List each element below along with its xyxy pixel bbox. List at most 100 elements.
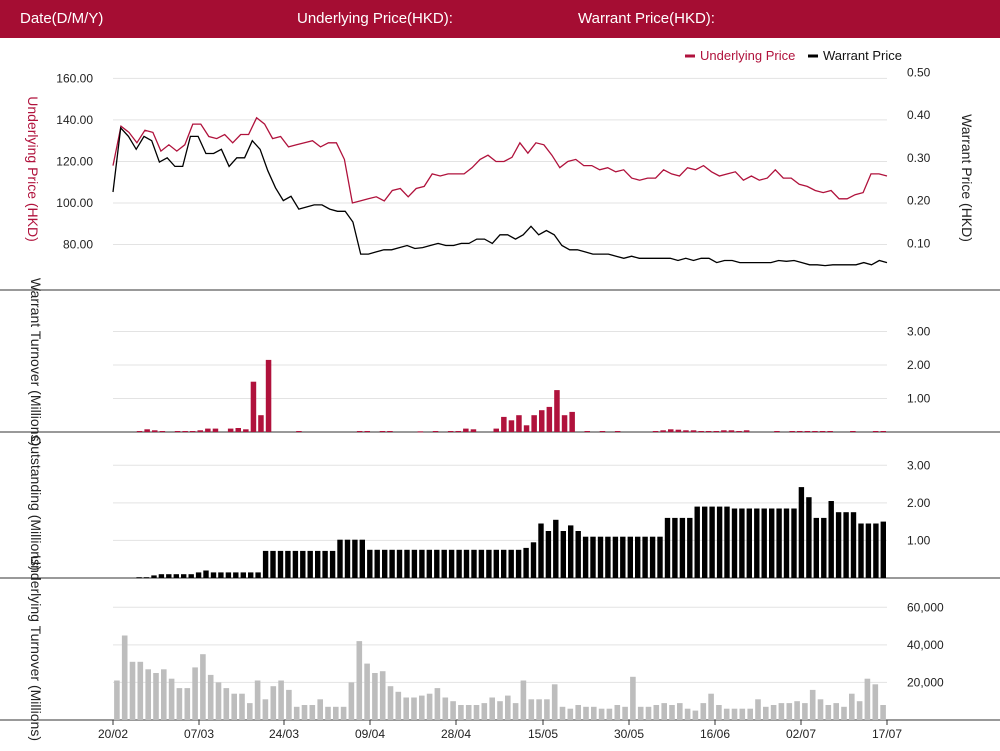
outstanding-bar	[754, 508, 760, 578]
underlying-turnover-bar	[716, 705, 722, 720]
y-left-tick-label: 160.00	[56, 71, 93, 85]
outstanding-bar	[255, 572, 261, 578]
y-right-tick-label: 0.40	[907, 108, 931, 122]
outstanding-bar	[367, 549, 373, 578]
outstanding-bar	[687, 517, 693, 578]
warrant-turnover-bar	[265, 359, 272, 432]
warrant-turnover-bar	[144, 429, 150, 432]
warrant-turnover-bar	[675, 429, 682, 432]
underlying-turnover-bar	[645, 706, 652, 720]
underlying-turnover-bar	[379, 671, 386, 720]
y-tick-label: 1.00	[907, 391, 931, 405]
outstanding-bar	[627, 536, 633, 578]
underlying-turnover-bar	[114, 680, 120, 720]
outstanding-bar	[538, 523, 544, 578]
underlying-turnover-bar	[278, 680, 284, 720]
warrant-turnover-bar	[235, 428, 241, 432]
warrant-turnover-bar	[660, 430, 666, 432]
y-axis-title-outstanding: Outstanding (Millions)	[28, 435, 44, 570]
underlying-turnover-bar	[567, 708, 574, 720]
underlying-turnover-bar	[598, 708, 605, 720]
underlying-turnover-bar	[778, 703, 785, 720]
underlying-turnover-bar	[692, 710, 699, 720]
underlying-turnover-bar	[465, 705, 472, 720]
warrant-turnover-bar	[683, 430, 689, 432]
outstanding-bar	[694, 506, 700, 578]
outstanding-bar	[515, 549, 522, 578]
warrant-turnover-bar	[212, 428, 219, 432]
y-axis-title-warrant-turnover: Warrant Turnover (Millions)	[28, 278, 44, 446]
underlying-turnover-bar	[223, 688, 230, 720]
outstanding-bar	[374, 549, 380, 578]
underlying-turnover-bar	[254, 680, 261, 720]
warrant-turnover-bar	[387, 431, 393, 432]
outstanding-bar	[337, 539, 343, 578]
warrant-turnover-bar	[819, 431, 826, 432]
warrant-turnover-bar	[531, 415, 537, 432]
warrant-turnover-bar	[705, 431, 712, 432]
x-tick-label: 17/07	[872, 727, 902, 741]
warrant-turnover-bar	[205, 428, 211, 432]
underlying-turnover-bar	[161, 669, 167, 720]
underlying-turnover-bar	[239, 693, 245, 720]
warrant-turnover-bar	[789, 431, 795, 432]
underlying-turnover-bar	[677, 703, 683, 720]
x-tick-label: 09/04	[355, 727, 385, 741]
underlying-turnover-bar	[614, 705, 621, 720]
outstanding-bar	[635, 536, 641, 578]
underlying-turnover-bar	[215, 682, 222, 720]
outstanding-bar	[508, 549, 514, 578]
y-left-tick-label: 80.00	[63, 238, 93, 252]
underlying-price-line	[112, 116, 888, 204]
chart-area: Underlying Price Warrant Price Underlyin…	[0, 48, 1000, 741]
outstanding-bar	[382, 549, 388, 578]
outstanding-bar	[158, 574, 165, 578]
outstanding-bar	[702, 506, 708, 578]
underlying-turnover-bar	[669, 705, 675, 720]
warrant-turnover-bar	[599, 431, 606, 432]
outstanding-bar	[240, 572, 246, 578]
outstanding-bar	[359, 539, 365, 578]
outstanding-bar	[731, 508, 738, 578]
outstanding-bar	[344, 539, 351, 578]
outstanding-bar	[463, 549, 470, 578]
legend-warrant-label: Warrant Price	[823, 48, 902, 63]
legend[interactable]: Underlying Price Warrant Price	[685, 48, 902, 63]
outstanding-bar	[322, 550, 328, 578]
x-tick-label: 30/05	[614, 727, 644, 741]
warrant-turnover-bar	[470, 429, 477, 432]
outstanding-bar	[173, 574, 179, 578]
underlying-turnover-bar	[153, 673, 159, 720]
warrant-turnover-bar	[250, 381, 257, 432]
warrant-turnover-bar	[812, 431, 818, 432]
underlying-turnover-bar	[575, 705, 581, 720]
y-left-tick-label: 100.00	[56, 196, 93, 210]
warrant-turnover-bar	[652, 431, 659, 432]
y-axis-title-underlying: Underlying Price (HKD)	[25, 96, 41, 241]
underlying-turnover-bar	[544, 699, 550, 720]
outstanding-bar	[523, 547, 529, 578]
warrant-turnover-bar	[554, 390, 560, 432]
outstanding-bar	[225, 572, 232, 578]
underlying-turnover-bar	[231, 693, 237, 720]
underlying-turnover-bar	[786, 703, 793, 720]
underlying-turnover-bar	[309, 705, 316, 720]
underlying-turnover-bar	[622, 706, 628, 720]
outstanding-bar	[813, 517, 819, 578]
warrant-turnover-bar	[698, 431, 704, 432]
outstanding-bar	[195, 572, 202, 578]
outstanding-bar	[709, 506, 715, 578]
outstanding-bar	[642, 536, 648, 578]
y-axis-title-warrant: Warrant Price (HKD)	[959, 114, 975, 242]
underlying-turnover-bar	[442, 697, 449, 720]
underlying-turnover-bar	[849, 693, 855, 720]
underlying-turnover-bar	[739, 708, 746, 720]
outstanding-bar	[530, 542, 537, 578]
underlying-turnover-bar	[411, 697, 417, 720]
x-tick-label: 28/04	[441, 727, 471, 741]
outstanding-bar	[560, 531, 566, 578]
underlying-turnover-bar	[403, 697, 409, 720]
warrant-turnover-bar	[668, 429, 674, 432]
underlying-turnover-bar	[817, 699, 824, 720]
outstanding-bar	[739, 508, 745, 578]
